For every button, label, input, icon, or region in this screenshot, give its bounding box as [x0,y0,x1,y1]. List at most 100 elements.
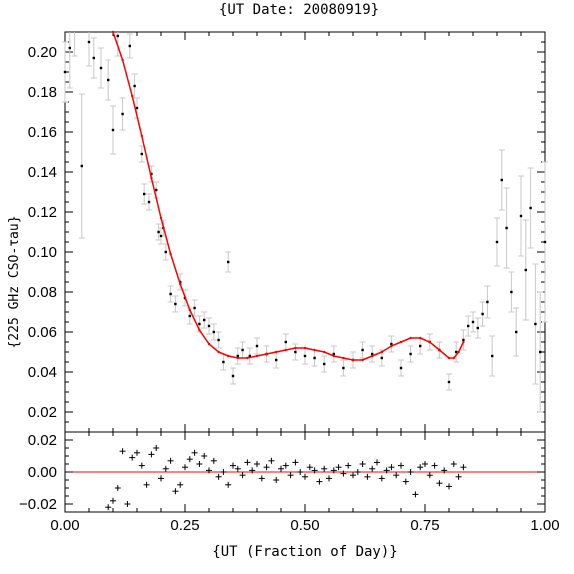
fit-point [438,348,441,352]
data-point [543,240,547,244]
data-point [241,348,244,352]
data-point [222,360,225,364]
data-point [111,128,115,132]
data-point [332,352,335,356]
residual-point [230,462,236,469]
data-point [107,78,110,82]
x-tick-label: 0.50 [290,517,319,534]
residual-point [172,488,179,495]
data-point [155,188,158,192]
residual-point [407,469,414,475]
data-point [198,322,201,326]
y-tick-label: 0.10 [28,244,57,261]
residual-point [129,454,136,461]
data-point [323,362,326,366]
data-point [515,330,518,334]
data-point [390,342,393,346]
data-point [174,302,177,306]
fit-point [255,354,259,358]
data-point [476,326,479,330]
y-tick-label: 0.08 [28,284,57,301]
fit-point [169,252,172,256]
fit-point [265,352,268,356]
residual-point [119,448,126,455]
residual-point [398,462,404,469]
data-point [188,314,191,318]
y-tick-label: 0.18 [28,84,57,101]
residual-point [244,459,251,466]
x-tick-label: 0.75 [410,517,439,534]
main-panel: 0.02 0.04 0.06 0.08 0.10 0.12 0.14 0.16 0.18 0.20 [28,30,548,433]
residual-point [210,457,217,464]
data-point [68,46,71,50]
residual-point [263,464,270,471]
residual-point [436,480,443,487]
residual-point [177,481,184,488]
residual-point [354,469,361,475]
fit-point [409,336,412,340]
data-point [505,226,508,230]
residual-point [282,462,289,469]
fit-point [140,134,143,138]
data-point [361,348,364,352]
residual-point [254,461,260,467]
residual-point [340,470,347,477]
fit-point [294,346,297,350]
fit-point [313,348,316,352]
data-point [399,366,403,370]
data-points [63,34,547,384]
fit-point [236,356,239,360]
residual-point [206,467,212,474]
residual-point [455,473,462,480]
residual-point [450,461,457,467]
fit-point [188,308,191,312]
data-point [157,230,160,234]
fit-point [303,346,307,350]
residual-point [278,465,284,472]
data-point [409,352,412,356]
data-point [159,234,163,238]
data-point [447,380,451,384]
y-tick-label: 0.14 [28,164,57,181]
data-point [467,324,470,328]
residual-point [215,473,222,480]
chart-title: {UT Date: 20080919} [219,2,379,18]
fit-point [399,340,403,344]
y-tick-label: 0.20 [28,44,57,61]
residual-point [417,464,424,471]
fit-point [227,354,230,358]
y-tick-label: 0.02 [28,404,57,421]
fit-point [284,348,287,352]
fit-point [342,356,345,360]
residual-point [249,467,256,474]
data-point [524,268,527,272]
residual-point [191,449,198,456]
data-point [248,354,251,358]
fit-point [419,336,422,340]
data-point [313,356,316,360]
data-point [481,312,484,316]
residual-point [388,464,395,471]
residual-y-ticks: 0.02 0.00 −0.02 [19,432,545,513]
residual-point [412,491,419,498]
data-point [236,354,239,358]
data-point [486,300,489,304]
residual-point [446,483,452,490]
residual-point [105,504,112,511]
fit-point [121,58,124,62]
fit-point [332,354,335,358]
data-point [212,330,215,334]
data-point [500,178,503,182]
residual-point [330,467,337,474]
data-point [284,340,287,344]
main-y-ticks: 0.02 0.04 0.06 0.08 0.10 0.12 0.14 0.16 0.18 0.20 [28,41,545,423]
residual-point [292,459,299,466]
residual-point [239,472,246,479]
residual-points [105,445,467,511]
fit-point [217,350,220,354]
data-point [510,290,513,294]
main-plot-frame [64,31,546,433]
data-point [227,260,230,264]
residual-point [196,461,203,467]
